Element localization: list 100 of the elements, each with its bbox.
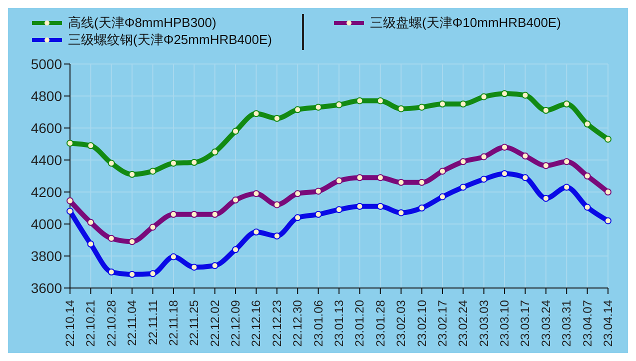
point	[501, 144, 508, 151]
point	[542, 194, 550, 202]
point	[87, 240, 94, 248]
point	[190, 158, 198, 166]
point	[542, 106, 550, 114]
legend-label: 三级螺纹钢(天津Φ25mmHRB400E)	[68, 30, 272, 48]
point	[232, 128, 240, 135]
point	[501, 90, 508, 98]
point	[211, 148, 218, 156]
point	[522, 92, 529, 99]
x-tick-label: 23.03.03	[476, 300, 491, 347]
y-tick-label: 5000	[30, 56, 62, 72]
point	[149, 168, 156, 175]
point	[438, 193, 446, 200]
point	[356, 174, 364, 182]
point	[336, 206, 342, 214]
point	[584, 120, 591, 128]
point	[604, 136, 612, 143]
point	[418, 178, 426, 186]
point	[252, 110, 260, 118]
point	[108, 234, 115, 242]
point	[460, 100, 467, 108]
x-tick-label: 23.04.14	[601, 300, 615, 347]
point	[336, 177, 342, 184]
point	[584, 172, 591, 180]
point	[398, 105, 405, 112]
point	[480, 93, 488, 100]
x-tick-label: 23.02.17	[435, 300, 450, 347]
x-tick-label: 22.11.04	[125, 300, 140, 346]
point	[501, 170, 508, 178]
point	[460, 158, 467, 166]
point	[149, 270, 156, 278]
y-tick-label: 4800	[30, 88, 62, 104]
point	[604, 188, 612, 196]
point	[356, 202, 364, 210]
x-tick-label: 23.03.17	[518, 300, 532, 347]
point	[398, 178, 405, 186]
x-tick-label: 22.10.14	[63, 300, 77, 347]
y-tick-label: 4200	[30, 184, 62, 200]
point	[336, 101, 342, 108]
y-tick-label: 4600	[30, 120, 62, 136]
y-tick-label: 3600	[30, 280, 62, 296]
x-tick-label: 23.02.24	[456, 300, 470, 347]
x-tick-label: 22.12.09	[228, 300, 243, 347]
point	[87, 142, 94, 150]
legend-label: 三级盘螺(天津Φ10mmHRB400E)	[370, 14, 561, 32]
point	[66, 197, 74, 204]
point	[563, 158, 570, 166]
point	[211, 210, 218, 218]
point	[273, 114, 280, 122]
x-tick-label: 22.12.02	[208, 300, 222, 347]
point	[460, 184, 467, 191]
point	[273, 232, 280, 240]
point	[190, 210, 198, 218]
point	[128, 238, 136, 246]
point	[170, 253, 177, 260]
point	[294, 190, 302, 198]
x-tick-label: 22.11.25	[187, 300, 202, 346]
point	[190, 264, 198, 271]
x-tick-label: 22.10.21	[84, 300, 98, 347]
y-tick-label: 4400	[30, 152, 62, 168]
x-tick-label: 23.02.10	[414, 300, 429, 347]
y-tick-label: 4000	[30, 216, 62, 232]
point	[376, 174, 384, 182]
point	[314, 104, 322, 111]
point	[87, 218, 94, 226]
point	[314, 210, 322, 218]
x-tick-label: 22.12.23	[270, 300, 284, 347]
point	[294, 106, 302, 114]
x-tick-label: 22.11.11	[146, 300, 160, 345]
x-tick-label: 22.12.16	[249, 300, 264, 347]
point	[149, 224, 156, 231]
point	[604, 217, 612, 224]
point	[480, 153, 488, 160]
point	[480, 176, 488, 183]
x-tick-label: 23.01.13	[332, 300, 346, 347]
point	[232, 196, 240, 204]
point	[273, 201, 280, 208]
point	[252, 190, 260, 198]
x-tick-label: 23.03.31	[560, 300, 574, 347]
point	[522, 174, 529, 182]
point	[438, 100, 446, 108]
x-tick-label: 23.01.20	[352, 300, 367, 347]
legend-label: 高线(天津Φ8mmHPB300)	[68, 14, 216, 32]
point	[356, 97, 364, 104]
x-tick-label: 23.03.10	[498, 300, 512, 347]
y-tick-label: 3800	[30, 248, 62, 264]
point	[563, 100, 570, 108]
point	[418, 204, 426, 212]
point	[438, 168, 446, 175]
point	[522, 152, 529, 160]
point	[376, 202, 384, 210]
point	[398, 209, 405, 216]
point	[294, 214, 302, 222]
point	[108, 160, 115, 167]
x-tick-label: 23.01.28	[373, 300, 388, 347]
x-tick-label: 23.01.06	[311, 300, 326, 347]
x-tick-label: 23.04.07	[580, 300, 594, 347]
x-tick-label: 23.03.24	[538, 300, 553, 347]
point	[170, 210, 177, 218]
